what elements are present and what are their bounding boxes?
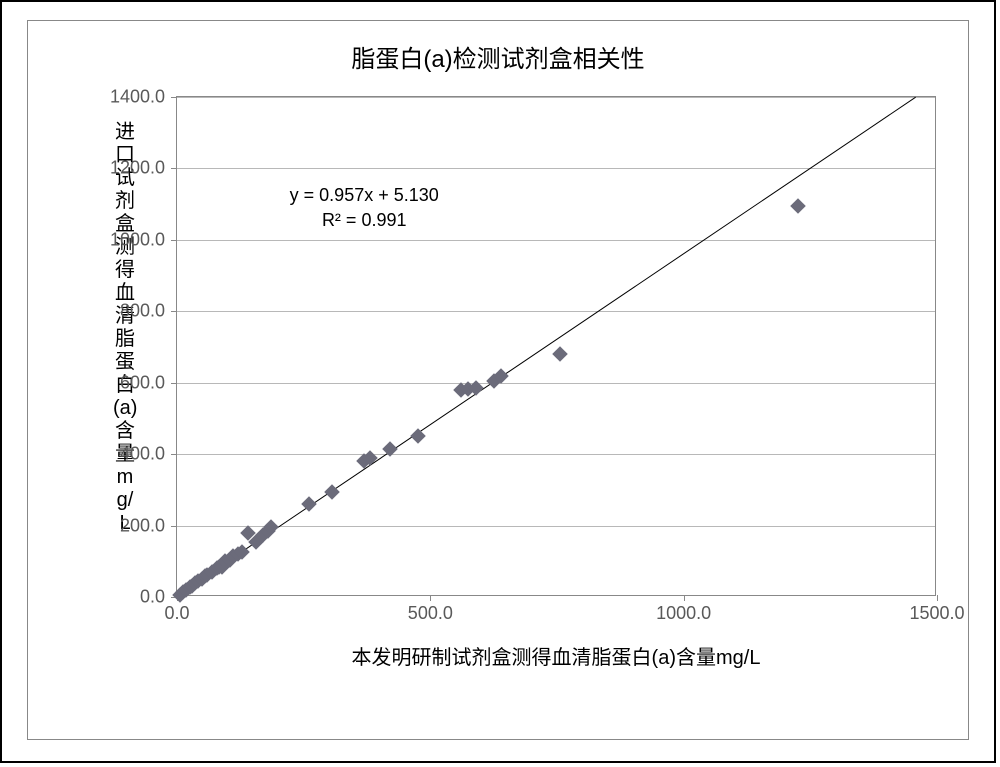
tick-x bbox=[684, 595, 685, 601]
chart-title: 脂蛋白(a)检测试剂盒相关性 bbox=[28, 21, 968, 74]
x-axis-title: 本发明研制试剂盒测得血清脂蛋白(a)含量mg/L bbox=[352, 641, 761, 670]
y-tick-label: 0.0 bbox=[140, 587, 165, 608]
gridline-h bbox=[177, 383, 935, 384]
x-tick-label: 0.0 bbox=[164, 603, 189, 624]
tick-y bbox=[171, 97, 177, 98]
trendline bbox=[177, 97, 916, 596]
y-tick-label: 400.0 bbox=[120, 444, 165, 465]
y-tick-label: 200.0 bbox=[120, 515, 165, 536]
tick-y bbox=[171, 526, 177, 527]
gridline-h bbox=[177, 97, 935, 98]
y-tick-label: 1400.0 bbox=[110, 87, 165, 108]
tick-y bbox=[171, 383, 177, 384]
equation-line: y = 0.957x + 5.130 bbox=[290, 183, 439, 208]
plot-container: y = 0.957x + 5.130 R² = 0.991 0.0200.040… bbox=[176, 96, 936, 596]
x-tick-label: 1000.0 bbox=[656, 603, 711, 624]
tick-x bbox=[430, 595, 431, 601]
gridline-h bbox=[177, 454, 935, 455]
gridline-h bbox=[177, 168, 935, 169]
gridline-h bbox=[177, 311, 935, 312]
x-tick-label: 1500.0 bbox=[909, 603, 964, 624]
y-tick-label: 800.0 bbox=[120, 301, 165, 322]
data-point bbox=[790, 198, 806, 214]
gridline-h bbox=[177, 240, 935, 241]
gridline-h bbox=[177, 526, 935, 527]
chart-frame: 脂蛋白(a)检测试剂盒相关性 进口试剂盒测得血清脂蛋白(a)含量mg/L y =… bbox=[27, 20, 969, 740]
plot-area: y = 0.957x + 5.130 R² = 0.991 0.0200.040… bbox=[176, 96, 936, 596]
tick-x bbox=[937, 595, 938, 601]
regression-equation: y = 0.957x + 5.130 R² = 0.991 bbox=[290, 183, 439, 233]
r-squared-line: R² = 0.991 bbox=[290, 208, 439, 233]
x-tick-label: 500.0 bbox=[408, 603, 453, 624]
tick-y bbox=[171, 240, 177, 241]
y-tick-label: 1200.0 bbox=[110, 158, 165, 179]
y-tick-label: 600.0 bbox=[120, 372, 165, 393]
tick-y bbox=[171, 311, 177, 312]
y-tick-label: 1000.0 bbox=[110, 229, 165, 250]
tick-y bbox=[171, 168, 177, 169]
data-point bbox=[552, 346, 568, 362]
outer-frame: 脂蛋白(a)检测试剂盒相关性 进口试剂盒测得血清脂蛋白(a)含量mg/L y =… bbox=[0, 0, 996, 763]
y-axis-title: 进口试剂盒测得血清脂蛋白(a)含量mg/L bbox=[113, 121, 137, 535]
data-point bbox=[410, 429, 426, 445]
tick-y bbox=[171, 454, 177, 455]
